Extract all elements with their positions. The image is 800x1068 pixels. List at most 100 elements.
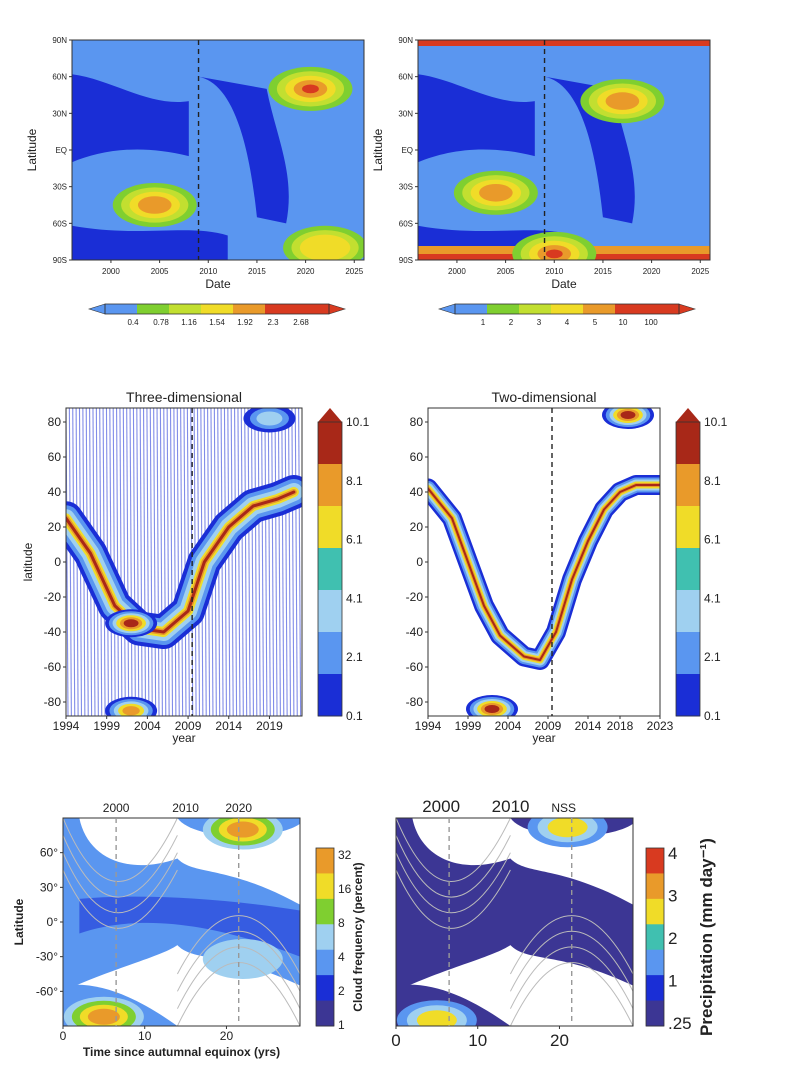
contour-blob	[545, 249, 563, 259]
x-tick-label: 10	[468, 1031, 487, 1050]
colorbar-tick-label: 2.1	[346, 650, 363, 664]
x-tick-label: 20	[220, 1029, 234, 1043]
colorbar-segment	[316, 949, 334, 976]
y-tick-label: -60	[406, 660, 424, 674]
colorbar-arrow-right	[328, 303, 347, 315]
streak	[240, 408, 244, 716]
plot-frame	[395, 817, 634, 1027]
colorbar-tick-label: 2.1	[704, 650, 721, 664]
colorbar-segment	[169, 304, 202, 314]
heatmap-field	[428, 408, 660, 716]
colorbar-segment	[316, 924, 334, 951]
contour-arc	[396, 852, 511, 913]
colorbar-segment	[676, 548, 700, 591]
colorbar-tick-label: 16	[338, 882, 352, 896]
colorbar-segment	[676, 464, 700, 507]
contour-blob	[137, 196, 172, 214]
streak	[142, 408, 147, 716]
colorbar-segment	[316, 898, 334, 925]
x-axis-label: Time since autumnal equinox (yrs)	[83, 1045, 280, 1059]
streak	[291, 408, 295, 716]
streak	[68, 408, 72, 716]
y-axis-label: Latitude	[12, 898, 26, 945]
x-tick-label: 2009	[175, 719, 202, 733]
band-ridge	[428, 484, 660, 661]
colorbar-segment	[316, 873, 334, 900]
pole-band	[418, 40, 710, 46]
colorbar-segment	[316, 848, 334, 874]
x-tick-label: 2004	[134, 719, 161, 733]
colorbar-segment	[318, 548, 342, 591]
x-tick-label: 2025	[691, 267, 709, 276]
streak	[166, 408, 170, 716]
colorbar	[87, 303, 347, 315]
y-tick-label: 90S	[53, 256, 67, 265]
streak	[247, 408, 251, 716]
x-tick-label: 0	[60, 1029, 67, 1043]
chart-title: Two-dimensional	[491, 389, 596, 405]
colorbar-arrow	[676, 408, 700, 422]
x-tick-label: 2014	[575, 719, 602, 733]
colorbar-tick-label: 1	[338, 1018, 345, 1032]
colorbar-segment	[265, 304, 298, 314]
colorbar-segment	[646, 1000, 664, 1027]
colorbar-arrow-left	[437, 303, 456, 315]
y-tick-label: 0	[54, 555, 61, 569]
colorbar-tick-label: 4.1	[704, 591, 721, 605]
colorbar	[437, 303, 697, 315]
x-tick-label: 2019	[256, 719, 283, 733]
colorbar-tick-label: 4.1	[346, 591, 363, 605]
x-tick-label: 0	[391, 1031, 400, 1050]
streak	[119, 408, 123, 716]
y-tick-label: 30S	[399, 183, 413, 192]
colorbar-segment	[318, 506, 342, 549]
colorbar-tick-label: 0.1	[704, 709, 721, 723]
heatmap-field	[396, 818, 633, 1026]
y-tick-label: 60	[48, 450, 62, 464]
contour-blob	[479, 183, 513, 202]
colorbar-segment	[676, 674, 700, 717]
colorbar-label: Cloud frequency (percent)	[351, 862, 365, 1011]
streak	[153, 408, 157, 716]
y-tick-label: 90N	[398, 36, 413, 45]
colorbar	[315, 847, 335, 1027]
top-tick-label: 2010	[172, 801, 199, 815]
y-tick-label: 40	[48, 485, 62, 499]
contour-arc	[176, 915, 300, 975]
colorbar-tick-label: 1	[668, 972, 677, 991]
streak	[264, 408, 268, 716]
contour-arc	[396, 869, 511, 929]
colorbar-tick-label: 2	[668, 929, 677, 948]
streak	[122, 408, 126, 716]
x-tick-label: 1999	[93, 719, 120, 733]
streak	[132, 408, 136, 716]
colorbar-segment	[318, 590, 342, 633]
peak-blob	[123, 619, 139, 628]
colorbar-tick-label: 1	[481, 318, 486, 327]
colorbar-segment	[646, 975, 664, 1002]
streak	[159, 408, 163, 716]
top-tick-label: 2000	[422, 797, 460, 816]
contour-blob	[605, 92, 640, 110]
x-tick-label: 2000	[102, 267, 120, 276]
colorbar-arrow-left	[87, 303, 106, 315]
y-tick-label: 90N	[52, 36, 67, 45]
x-tick-label: 2000	[448, 267, 466, 276]
x-tick-label: 2010	[199, 267, 217, 276]
colorbar-tick-label: 10.1	[704, 415, 728, 429]
top-tick-label: 2020	[225, 801, 252, 815]
colorbar-tick-label: 6.1	[346, 533, 363, 547]
y-tick-label: 60N	[398, 73, 413, 82]
streak	[139, 408, 143, 716]
streak	[227, 408, 231, 716]
colorbar-tick-label: 0.4	[127, 318, 139, 327]
contour-arc	[509, 915, 633, 975]
colorbar-segment	[646, 848, 664, 874]
colorbar-segment	[105, 304, 138, 314]
low-region	[198, 76, 289, 224]
y-tick-label: -20	[44, 590, 62, 604]
contour-blob	[547, 818, 588, 838]
colorbar	[675, 408, 701, 717]
y-tick-label: -60°	[36, 984, 58, 998]
colorbar-frame	[675, 421, 701, 717]
